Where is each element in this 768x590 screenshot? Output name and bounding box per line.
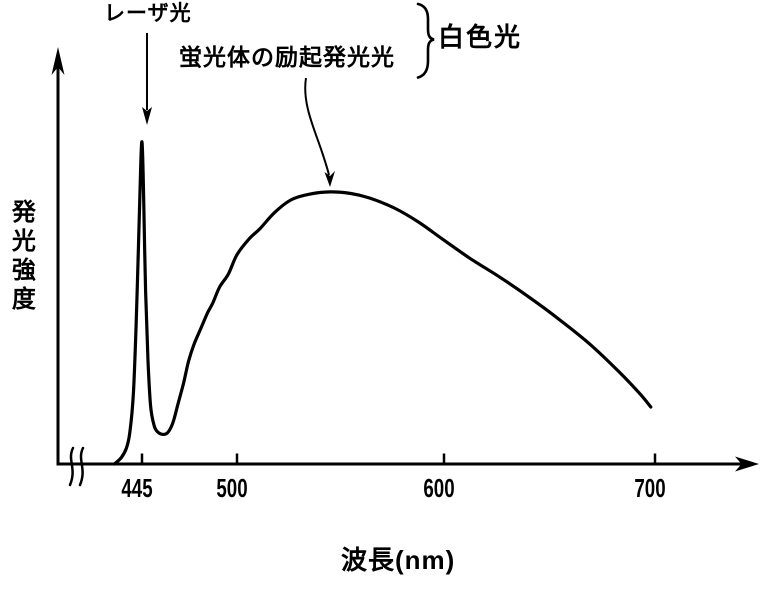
axis-break-mark-icon — [78, 446, 85, 487]
x-axis-title: 波長(nm) — [341, 545, 456, 575]
x-tick-marks — [140, 453, 657, 464]
laser-annotation-arrowhead-icon — [142, 107, 152, 125]
phosphor-annotation-arrow — [304, 77, 330, 176]
axis-break-mark-icon — [68, 446, 75, 487]
x-tick-label: 500 — [216, 473, 248, 503]
white-light-label: 白色光 — [438, 22, 523, 52]
laser-label: レーザ光 — [104, 2, 192, 25]
x-tick-label: 445 — [121, 473, 153, 503]
white-light-brace-icon — [416, 2, 435, 79]
y-axis-title: 発光強度 — [7, 199, 35, 315]
x-tick-label: 700 — [634, 473, 666, 503]
x-tick-label: 600 — [423, 473, 455, 503]
x-axis-arrowhead-icon — [735, 456, 759, 472]
y-axis-arrowhead-icon — [51, 47, 65, 75]
phosphor-annotation-arrowhead-icon — [324, 171, 335, 187]
spectrum-curve — [112, 140, 653, 466]
phosphor-label: 蛍光体の励起発光光 — [179, 44, 395, 70]
